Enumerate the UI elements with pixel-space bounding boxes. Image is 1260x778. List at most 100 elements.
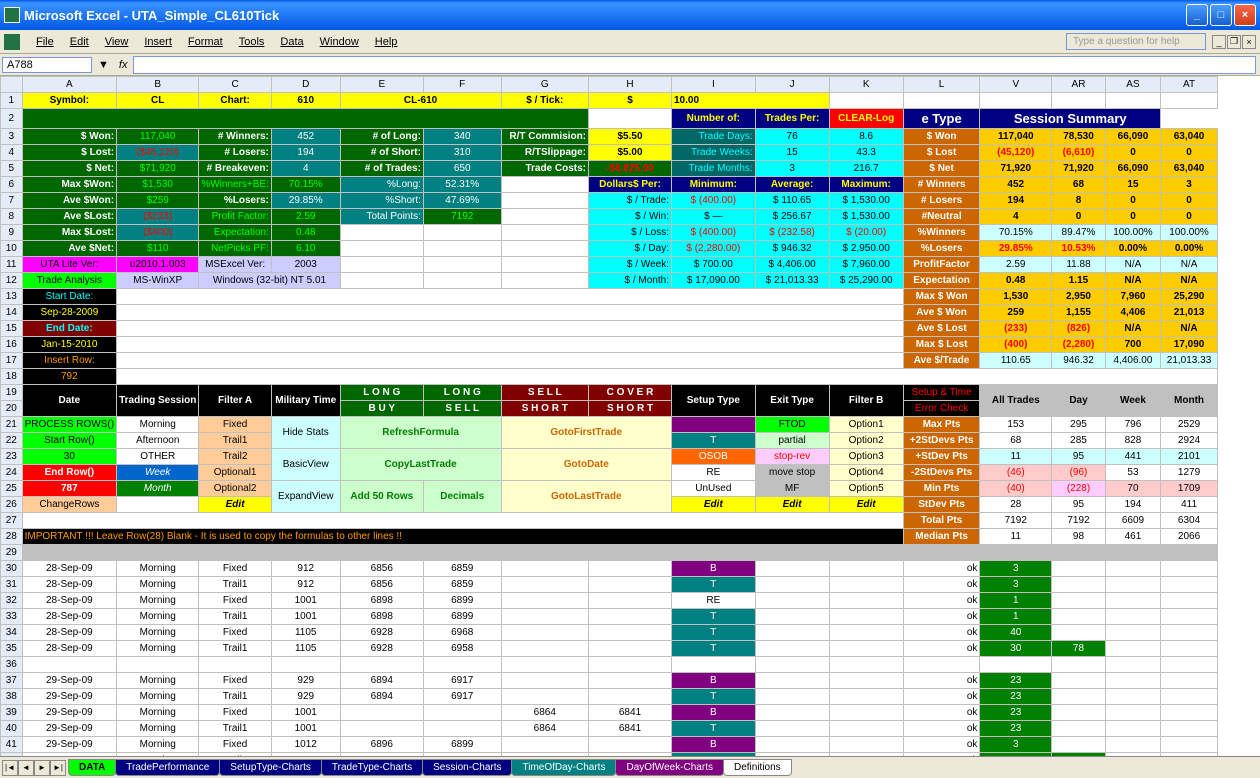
cell[interactable] <box>755 641 829 657</box>
cell[interactable]: Expectation: <box>199 225 272 241</box>
cell[interactable]: Ave $Net: <box>22 241 116 257</box>
cell[interactable]: partial <box>755 433 829 449</box>
cell[interactable]: 43.3 <box>829 145 903 161</box>
cell[interactable]: R/T Commision: <box>501 129 588 145</box>
col-header-E[interactable]: E <box>340 77 423 93</box>
cell[interactable] <box>501 177 588 193</box>
cell[interactable] <box>589 109 672 129</box>
cell[interactable]: 0.00% <box>1161 241 1218 257</box>
cell[interactable]: Option1 <box>829 417 903 433</box>
row-header[interactable]: 34 <box>1 625 23 641</box>
cell[interactable]: N/A <box>1105 321 1160 337</box>
cell[interactable] <box>423 657 501 673</box>
col-header-C[interactable]: C <box>199 77 272 93</box>
cell[interactable] <box>589 609 672 625</box>
row-header[interactable]: 28 <box>1 529 23 545</box>
cell[interactable] <box>501 673 588 689</box>
cell[interactable]: %Winners <box>903 225 980 241</box>
cell[interactable]: NetPicks PF: <box>199 241 272 257</box>
cell[interactable]: ExpandView <box>271 481 340 513</box>
cell[interactable] <box>755 657 829 673</box>
cell[interactable]: 53 <box>1105 465 1160 481</box>
cell[interactable]: 259 <box>980 305 1052 321</box>
cell[interactable]: 3 <box>980 577 1052 593</box>
cell[interactable]: 912 <box>271 577 340 593</box>
cell[interactable]: Ave $/Trade <box>903 353 980 369</box>
row-header[interactable]: 37 <box>1 673 23 689</box>
cell[interactable]: 8 <box>1052 193 1106 209</box>
cell[interactable]: u2010.1.003 <box>117 257 199 273</box>
row-header[interactable]: 7 <box>1 193 23 209</box>
cell[interactable]: $ 17,090.00 <box>671 273 755 289</box>
cell[interactable]: (46) <box>980 465 1052 481</box>
cell[interactable]: CL-610 <box>340 93 501 109</box>
cell[interactable] <box>1052 657 1106 673</box>
cell[interactable]: 1,530 <box>980 289 1052 305</box>
cell[interactable]: 52.31% <box>423 177 501 193</box>
cell[interactable]: 98 <box>1052 753 1106 757</box>
cell[interactable] <box>755 609 829 625</box>
cell[interactable] <box>1105 689 1160 705</box>
cell[interactable]: T <box>671 609 755 625</box>
cell[interactable] <box>589 641 672 657</box>
cell[interactable]: Option3 <box>829 449 903 465</box>
cell[interactable]: $ (400.00) <box>671 225 755 241</box>
cell[interactable] <box>1161 705 1218 721</box>
cell[interactable]: 650 <box>423 161 501 177</box>
row-header[interactable]: 12 <box>1 273 23 289</box>
cell[interactable]: Morning <box>117 577 199 593</box>
cell[interactable]: Min Pts <box>903 481 980 497</box>
cell[interactable] <box>1161 609 1218 625</box>
cell[interactable]: # Losers <box>903 193 980 209</box>
cell[interactable]: ok <box>903 737 980 753</box>
cell[interactable]: Ave $Lost: <box>22 209 116 225</box>
cell[interactable] <box>1161 673 1218 689</box>
cell[interactable]: Morning <box>117 705 199 721</box>
row-header[interactable]: 4 <box>1 145 23 161</box>
cell[interactable]: Total Points: <box>340 209 423 225</box>
cell[interactable]: R/TSlippage: <box>501 145 588 161</box>
row-header[interactable]: 14 <box>1 305 23 321</box>
cell[interactable] <box>501 737 588 753</box>
cell[interactable] <box>829 705 903 721</box>
cell[interactable]: Profit Factor: <box>199 209 272 225</box>
cell[interactable]: 4,406.00 <box>1105 353 1160 369</box>
cell[interactable] <box>1052 705 1106 721</box>
cell[interactable]: 28-Sep-09 <box>22 577 116 593</box>
cell[interactable] <box>340 721 423 737</box>
cell[interactable] <box>1161 737 1218 753</box>
cell[interactable]: $ Net: <box>22 161 116 177</box>
cell[interactable] <box>501 577 588 593</box>
cell[interactable]: $ Lost <box>903 145 980 161</box>
cell[interactable]: MS-WinXP <box>117 273 199 289</box>
cell[interactable] <box>117 305 904 321</box>
cell[interactable]: ($400) <box>117 225 199 241</box>
cell[interactable]: ok <box>903 593 980 609</box>
cell[interactable]: RE <box>671 593 755 609</box>
cell[interactable]: $ 946.32 <box>755 241 829 257</box>
cell[interactable]: 6859 <box>423 577 501 593</box>
cell[interactable]: CLEAR-Log <box>829 109 903 129</box>
cell[interactable]: 1 <box>980 609 1052 625</box>
cell[interactable] <box>1052 609 1106 625</box>
cell[interactable]: 29.85% <box>271 193 340 209</box>
cell[interactable]: Option5 <box>829 481 903 497</box>
cell[interactable] <box>829 657 903 673</box>
cell[interactable]: 0.48 <box>271 225 340 241</box>
cell[interactable]: IMPORTANT !!! Leave Row(28) Blank - It i… <box>22 529 903 545</box>
cell[interactable]: ($45,120) <box>117 145 199 161</box>
cell[interactable]: 0 <box>1105 193 1160 209</box>
cell[interactable]: T <box>671 689 755 705</box>
cell[interactable]: 78,530 <box>1052 129 1106 145</box>
cell[interactable]: 912 <box>271 561 340 577</box>
cell[interactable]: $ (20.00) <box>829 225 903 241</box>
cell[interactable]: 6928 <box>340 625 423 641</box>
cell[interactable]: Windows (32-bit) NT 5.01 <box>199 273 340 289</box>
cell[interactable]: 117,040 <box>980 129 1052 145</box>
cell[interactable]: CopyLastTrade <box>340 449 501 481</box>
cell[interactable]: (96) <box>1052 465 1106 481</box>
cell[interactable] <box>589 625 672 641</box>
cell[interactable] <box>1105 593 1160 609</box>
cell[interactable]: Ave $ Won <box>903 305 980 321</box>
cell[interactable]: 452 <box>980 177 1052 193</box>
